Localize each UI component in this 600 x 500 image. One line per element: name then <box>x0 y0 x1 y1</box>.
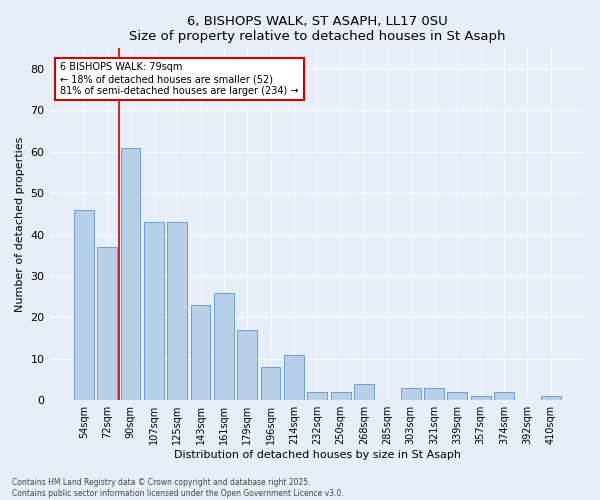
Bar <box>448 392 467 400</box>
Bar <box>307 392 327 400</box>
Bar <box>401 388 421 400</box>
Bar <box>214 292 234 400</box>
X-axis label: Distribution of detached houses by size in St Asaph: Distribution of detached houses by size … <box>174 450 461 460</box>
Bar <box>494 392 514 400</box>
Bar <box>284 354 304 400</box>
Bar <box>121 148 140 400</box>
Y-axis label: Number of detached properties: Number of detached properties <box>15 136 25 312</box>
Bar <box>238 330 257 400</box>
Bar <box>354 384 374 400</box>
Bar <box>191 305 211 400</box>
Title: 6, BISHOPS WALK, ST ASAPH, LL17 0SU
Size of property relative to detached houses: 6, BISHOPS WALK, ST ASAPH, LL17 0SU Size… <box>129 15 506 43</box>
Bar <box>144 222 164 400</box>
Bar <box>97 247 117 400</box>
Bar <box>74 210 94 400</box>
Bar <box>424 388 444 400</box>
Bar <box>541 396 560 400</box>
Bar <box>260 367 280 400</box>
Bar <box>471 396 491 400</box>
Text: 6 BISHOPS WALK: 79sqm
← 18% of detached houses are smaller (52)
81% of semi-deta: 6 BISHOPS WALK: 79sqm ← 18% of detached … <box>60 62 299 96</box>
Bar <box>167 222 187 400</box>
Bar <box>331 392 350 400</box>
Text: Contains HM Land Registry data © Crown copyright and database right 2025.
Contai: Contains HM Land Registry data © Crown c… <box>12 478 344 498</box>
